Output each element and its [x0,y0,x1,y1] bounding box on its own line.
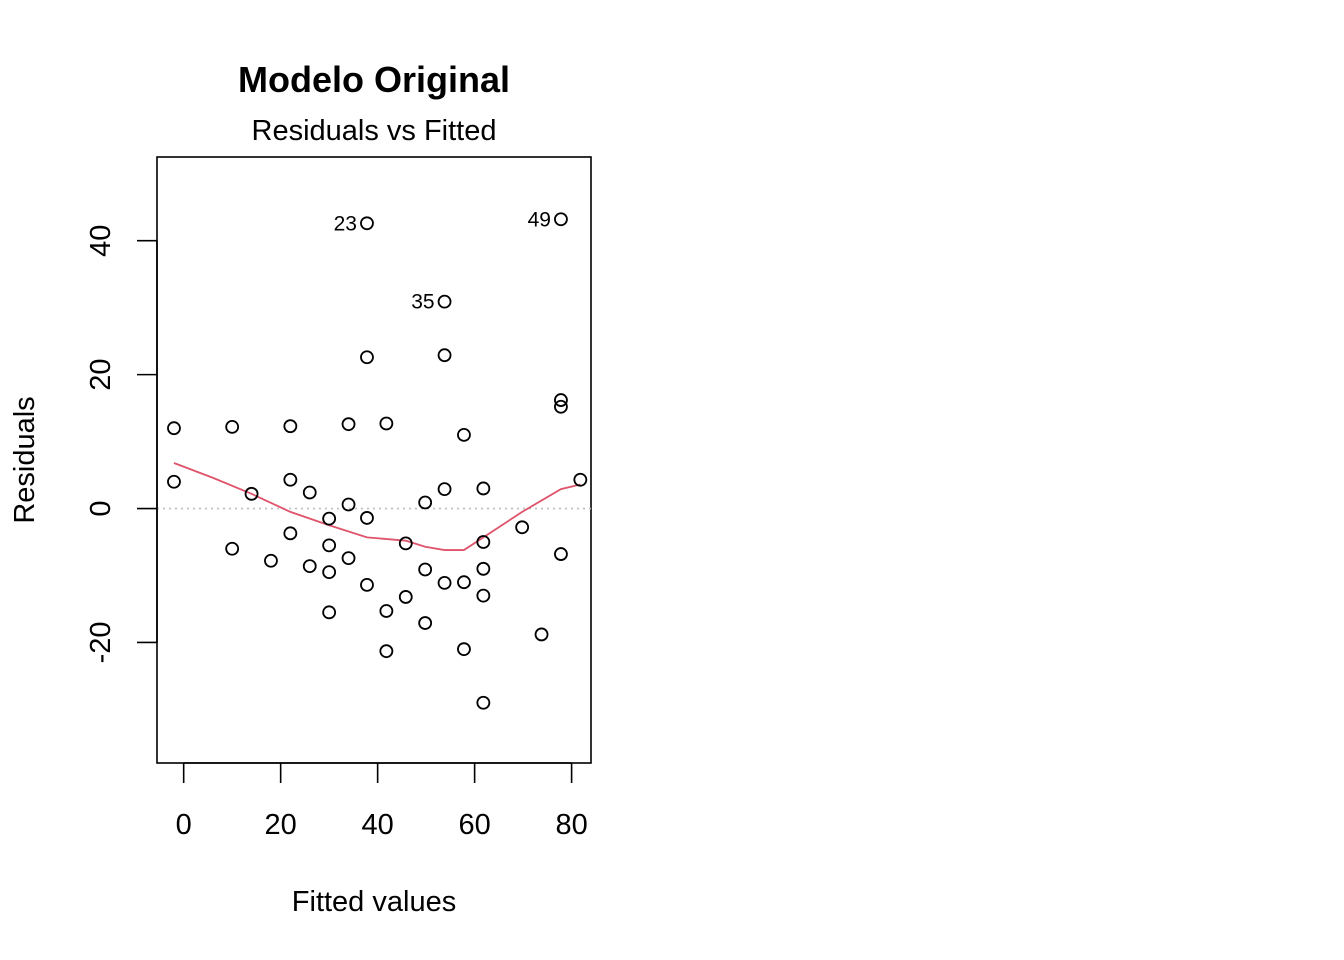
data-point [360,511,374,525]
data-point [167,421,181,436]
data-point [341,497,356,512]
y-tick-label: -20 [85,622,117,664]
data-point [341,551,356,565]
x-tick-label: 80 [555,809,587,841]
y-axis: -20 0 20 40 [85,225,158,664]
plot-frame [156,156,592,764]
data-point [283,419,298,434]
data-point [554,399,568,414]
data-point [360,350,374,365]
data-point [437,294,452,309]
data-point [322,565,337,580]
data-point [398,536,413,551]
data-point [322,511,337,526]
data-point [515,520,530,535]
y-tick-label: 40 [85,225,117,257]
data-point [476,695,491,710]
data-point [283,472,298,487]
data-point [476,481,491,496]
data-point [225,419,240,434]
data-point [418,495,433,510]
x-tick-label: 0 [176,809,192,841]
x-axis-label: Fitted values [292,886,456,918]
data-point [302,559,317,574]
data-point [418,616,433,630]
x-tick-label: 20 [265,809,297,841]
data-point [225,541,240,556]
data-point [554,212,568,227]
data-point [457,427,471,442]
point-label: 49 [528,208,551,231]
data-point [322,605,337,620]
x-tick-label: 60 [458,809,490,841]
data-point [322,538,337,553]
data-point [283,526,298,541]
chart-subtitle: Residuals vs Fitted [252,115,497,147]
data-point [360,577,374,592]
data-point [476,535,491,549]
data-point [264,553,278,568]
data-point [573,472,588,487]
smooth-line [173,462,581,551]
data-point [457,642,471,657]
chart-title: Modelo Original [238,59,510,100]
data-point [437,575,452,590]
data-point [398,590,413,604]
data-point [437,482,452,497]
data-point [379,644,394,659]
data-point [534,627,549,642]
data-point [379,416,394,431]
x-tick-label: 40 [362,809,394,841]
point-labels-group: 23 35 49 [334,208,551,313]
data-point [476,588,491,603]
y-tick-label: 20 [85,358,117,390]
data-point [341,417,356,432]
data-point [476,561,491,576]
data-point [379,604,394,618]
y-axis-label: Residuals [9,396,41,523]
point-label: 23 [334,212,357,235]
data-point [437,348,452,363]
data-point [554,547,568,561]
data-point [167,474,181,489]
smooth-line-group [173,462,581,551]
y-tick-label: 0 [85,500,117,516]
data-point [457,575,471,590]
data-point [302,485,317,500]
point-label: 35 [411,291,434,314]
x-axis: 0 20 40 60 80 [176,762,588,841]
data-point [244,486,259,501]
data-point [554,393,568,407]
points-group [167,212,588,710]
data-point [418,562,433,577]
data-point [360,216,374,231]
